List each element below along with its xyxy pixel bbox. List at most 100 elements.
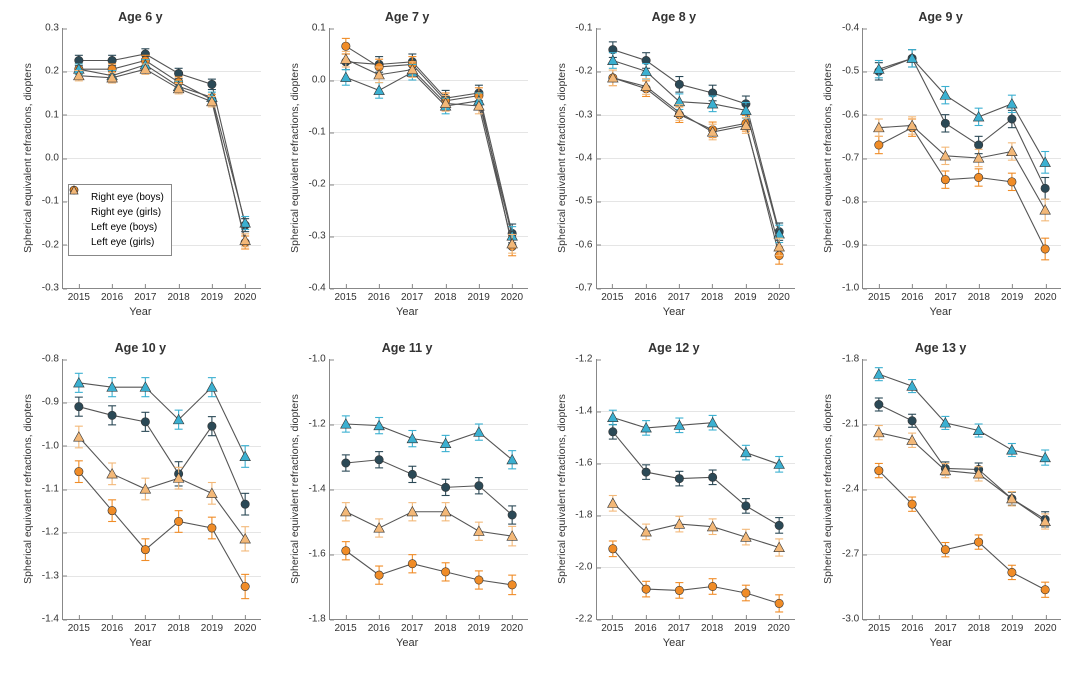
x-tick: 2016 [101, 619, 123, 634]
y-tick: -1.6 [575, 458, 596, 469]
panel-1: Age 7 y-0.4-0.3-0.2-0.10.00.120152016201… [277, 10, 538, 335]
y-tick: -0.4 [842, 23, 863, 34]
x-tick: 2018 [701, 619, 723, 634]
y-tick: -1.1 [42, 484, 63, 495]
x-tick: 2015 [601, 619, 623, 634]
y-axis-label: Spherical equivalent refractions, diopte… [22, 28, 34, 288]
y-tick: -1.2 [42, 527, 63, 538]
x-tick: 2017 [401, 619, 423, 634]
y-axis-label: Spherical equivalent refractions, diopte… [289, 28, 301, 288]
x-axis-label: Year [810, 637, 1071, 649]
x-tick: 2020 [501, 288, 523, 303]
y-tick: -2.7 [842, 549, 863, 560]
x-tick: 2016 [901, 288, 923, 303]
chart-grid: Age 6 y-0.3-0.2-0.10.00.10.20.3201520162… [10, 10, 1071, 666]
y-tick: -1.3 [42, 570, 63, 581]
x-tick: 2016 [634, 619, 656, 634]
y-axis-label: Spherical equivalent refractions, diopte… [822, 359, 834, 619]
x-axis-label: Year [544, 306, 805, 318]
legend-item: Left eye (boys) [76, 220, 164, 235]
x-tick: 2018 [701, 288, 723, 303]
panel-2: Age 8 y-0.7-0.6-0.5-0.4-0.3-0.2-0.120152… [544, 10, 805, 335]
x-tick: 2015 [334, 288, 356, 303]
x-tick: 2019 [201, 288, 223, 303]
panel-6: Age 12 y-2.2-2.0-1.8-1.6-1.4-1.220152016… [544, 341, 805, 666]
x-axis-label: Year [10, 306, 271, 318]
x-tick: 2016 [368, 288, 390, 303]
y-tick: -1.8 [309, 614, 330, 625]
x-tick: 2019 [468, 619, 490, 634]
x-axis-label: Year [10, 637, 271, 649]
x-axis-label: Year [277, 637, 538, 649]
y-tick: -2.1 [842, 419, 863, 430]
plot-area: -3.0-2.7-2.4-2.1-1.820152016201720182019… [862, 359, 1061, 620]
y-axis-label: Spherical equivalent refractions, diopte… [289, 359, 301, 619]
y-tick: 0.1 [45, 109, 63, 120]
panel-0: Age 6 y-0.3-0.2-0.10.00.10.20.3201520162… [10, 10, 271, 335]
legend-item: Left eye (girls) [76, 235, 164, 250]
y-tick: -0.4 [309, 283, 330, 294]
x-tick: 2015 [601, 288, 623, 303]
y-tick: -0.3 [42, 283, 63, 294]
y-tick: -0.2 [575, 66, 596, 77]
x-tick: 2016 [634, 288, 656, 303]
y-tick: -0.2 [309, 179, 330, 190]
x-axis-label: Year [810, 306, 1071, 318]
y-axis-label: Spherical equivalent refractions, diopte… [556, 28, 568, 288]
y-tick: -1.0 [842, 283, 863, 294]
x-tick: 2017 [934, 288, 956, 303]
y-tick: -0.2 [42, 239, 63, 250]
y-tick: 0.3 [45, 23, 63, 34]
plot-area: -1.4-1.3-1.2-1.1-1.0-0.9-0.8201520162017… [62, 359, 261, 620]
x-tick: 2019 [734, 288, 756, 303]
panel-3: Age 9 y-1.0-0.9-0.8-0.7-0.6-0.5-0.420152… [810, 10, 1071, 335]
x-tick: 2019 [1001, 288, 1023, 303]
y-tick: -0.1 [575, 23, 596, 34]
plot-area: -1.8-1.6-1.4-1.2-1.020152016201720182019… [329, 359, 528, 620]
x-tick: 2016 [101, 288, 123, 303]
x-tick: 2019 [1001, 619, 1023, 634]
legend-label: Right eye (boys) [91, 190, 164, 205]
y-tick: -0.5 [575, 196, 596, 207]
x-tick: 2020 [768, 619, 790, 634]
x-tick: 2016 [901, 619, 923, 634]
plot-area: -1.0-0.9-0.8-0.7-0.6-0.5-0.4201520162017… [862, 28, 1061, 289]
x-tick: 2020 [501, 619, 523, 634]
x-tick: 2019 [468, 288, 490, 303]
x-axis-label: Year [277, 306, 538, 318]
legend-label: Left eye (girls) [91, 235, 154, 250]
x-tick: 2018 [168, 619, 190, 634]
plot-area: -0.7-0.6-0.5-0.4-0.3-0.2-0.1201520162017… [596, 28, 795, 289]
x-tick: 2015 [68, 619, 90, 634]
legend-item: Right eye (boys) [76, 190, 164, 205]
x-tick: 2017 [134, 288, 156, 303]
x-tick: 2020 [1034, 619, 1056, 634]
y-tick: -3.0 [842, 614, 863, 625]
y-tick: -2.0 [575, 562, 596, 573]
y-tick: -0.8 [842, 196, 863, 207]
y-tick: -1.2 [309, 419, 330, 430]
x-tick: 2017 [934, 619, 956, 634]
y-axis-label: Spherical equivalent refractions, diopte… [822, 28, 834, 288]
y-tick: -2.2 [575, 614, 596, 625]
y-tick: -0.7 [842, 153, 863, 164]
y-tick: 0.0 [312, 75, 330, 86]
y-tick: -0.3 [575, 109, 596, 120]
x-tick: 2018 [168, 288, 190, 303]
x-tick: 2016 [368, 619, 390, 634]
x-tick: 2018 [434, 619, 456, 634]
y-tick: -0.3 [309, 231, 330, 242]
y-tick: -1.4 [309, 484, 330, 495]
panel-4: Age 10 y-1.4-1.3-1.2-1.1-1.0-0.9-0.82015… [10, 341, 271, 666]
y-axis-label: Spherical equivalent refractions, diopte… [556, 359, 568, 619]
x-tick: 2020 [1034, 288, 1056, 303]
y-tick: 0.0 [45, 153, 63, 164]
y-tick: -1.0 [42, 440, 63, 451]
x-tick: 2018 [968, 288, 990, 303]
x-tick: 2015 [868, 619, 890, 634]
y-tick: -0.6 [575, 239, 596, 250]
y-tick: 0.2 [45, 66, 63, 77]
y-tick: -1.4 [575, 406, 596, 417]
y-axis-label: Spherical equivalent refractions, diopte… [22, 359, 34, 619]
y-tick: -1.2 [575, 354, 596, 365]
